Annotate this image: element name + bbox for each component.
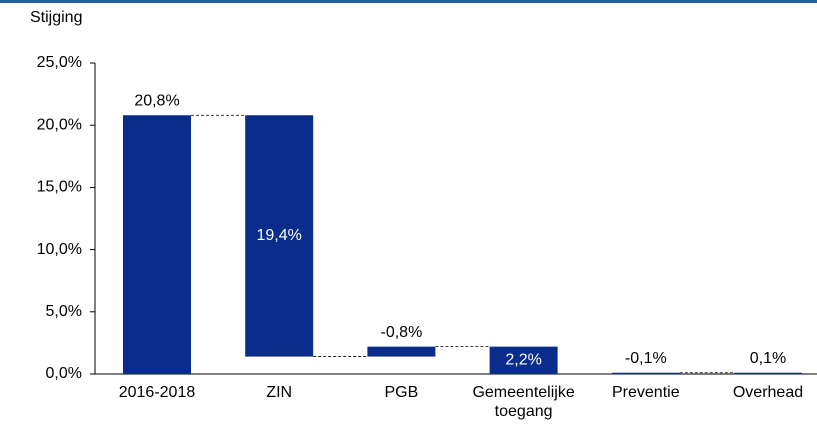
y-tick-label: 20,0% [37, 116, 82, 133]
y-tick-label: 0,0% [46, 365, 82, 382]
y-tick-label: 25,0% [37, 54, 82, 71]
x-tick-label: ZIN [266, 384, 293, 401]
bar [367, 346, 436, 357]
x-tick-label: Overhead [732, 384, 804, 401]
y-tick-label: 15,0% [37, 179, 82, 196]
bar [734, 372, 802, 375]
y-axis-title: Stijging [30, 9, 82, 26]
value-label: -0,8% [381, 324, 423, 341]
y-tick-label: 10,0% [37, 241, 82, 258]
bar [611, 372, 680, 375]
value-label: 2,2% [505, 352, 541, 369]
y-tick-label: 5,0% [46, 303, 82, 320]
value-label: 20,8% [134, 92, 179, 109]
x-tick-label: 2016-2018 [118, 384, 196, 401]
value-label: -0,1% [625, 350, 667, 367]
bar [489, 346, 558, 374]
top-rule [0, 0, 817, 3]
x-tick-label: Preventie [612, 384, 680, 401]
bar [123, 115, 191, 375]
x-tick-label: PGB [384, 384, 419, 401]
value-label: 19,4% [257, 227, 302, 244]
value-label: 0,1% [750, 350, 786, 367]
bar [245, 115, 314, 357]
x-tick-label: Gemeentelijke toegang [472, 384, 575, 420]
